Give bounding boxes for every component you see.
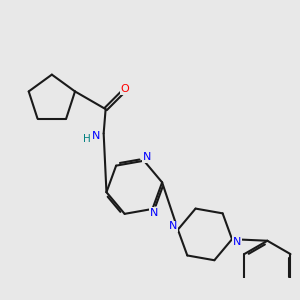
- Text: N: N: [150, 208, 159, 218]
- Text: H: H: [83, 134, 91, 144]
- Text: N: N: [92, 131, 100, 141]
- Text: N: N: [143, 152, 151, 162]
- Text: O: O: [121, 85, 129, 94]
- Text: N: N: [232, 237, 241, 247]
- Text: N: N: [169, 221, 177, 232]
